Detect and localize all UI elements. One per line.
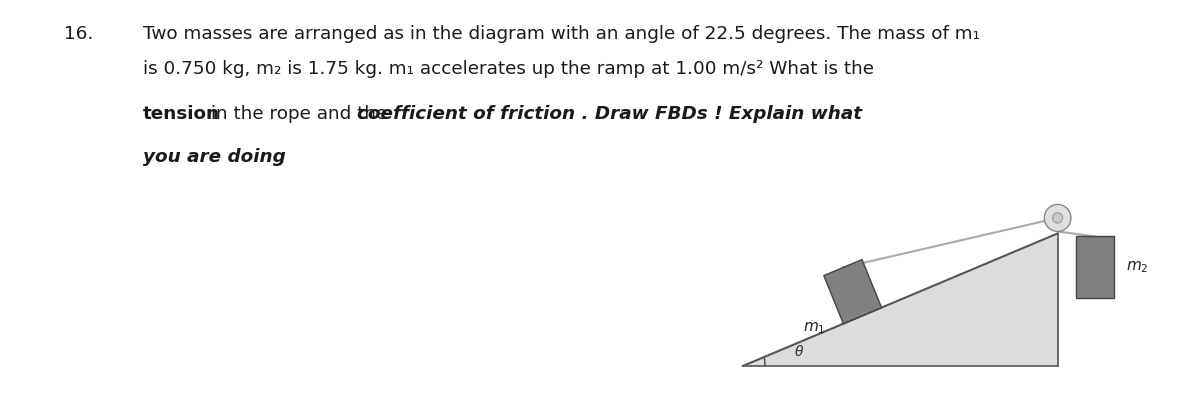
- Text: coefficient of friction . Draw FBDs ! Explain what: coefficient of friction . Draw FBDs ! Ex…: [358, 105, 862, 123]
- Text: Two masses are arranged as in the diagram with an angle of 22.5 degrees. The mas: Two masses are arranged as in the diagra…: [143, 25, 979, 43]
- Polygon shape: [743, 234, 1057, 366]
- Text: tension: tension: [143, 105, 220, 123]
- Text: you are doing: you are doing: [143, 148, 286, 166]
- Text: $m_1$: $m_1$: [804, 321, 826, 336]
- Text: $m_2$: $m_2$: [1126, 260, 1148, 275]
- Circle shape: [1044, 204, 1070, 231]
- Circle shape: [1052, 213, 1063, 223]
- Bar: [1076, 236, 1114, 298]
- Text: $\theta$: $\theta$: [794, 344, 804, 359]
- Polygon shape: [823, 260, 882, 323]
- Text: 16.: 16.: [64, 25, 94, 43]
- Text: in the rope and the: in the rope and the: [205, 105, 392, 123]
- Text: is 0.750 kg, m₂ is 1.75 kg. m₁ accelerates up the ramp at 1.00 m/s² What is the: is 0.750 kg, m₂ is 1.75 kg. m₁ accelerat…: [143, 60, 874, 78]
